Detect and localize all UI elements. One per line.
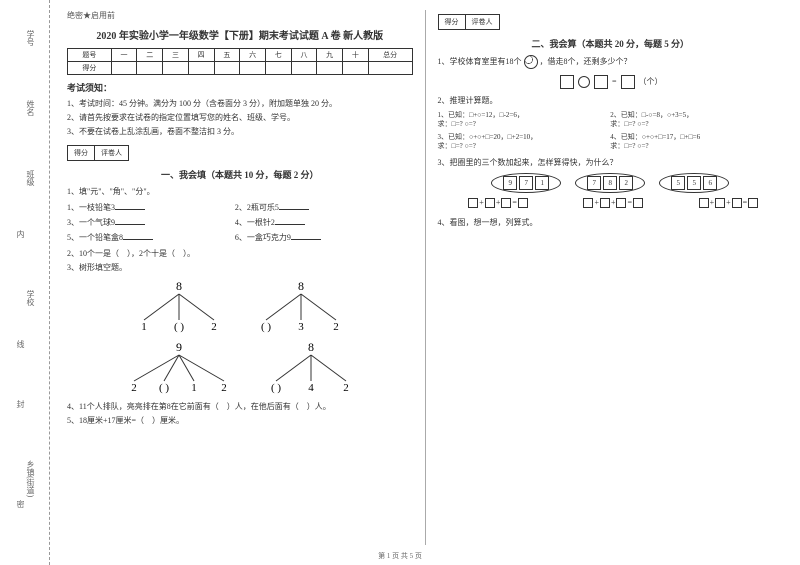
- svg-text:1: 1: [191, 382, 197, 394]
- s2-q2: 2、推理计算题。: [438, 95, 784, 106]
- s2-q1: 1、学校体育室里有18个 ，借走8个，还剩多少个？: [438, 55, 784, 69]
- section1-title: 一、我会填（本题共 10 分，每题 2 分）: [67, 168, 413, 181]
- svg-text:8: 8: [298, 279, 304, 293]
- score-mini-box: 得分 评卷人: [438, 14, 500, 30]
- q1-item: 2、2瓶可乐5: [235, 202, 401, 213]
- calc-item: 3、已知：○+○+□=20，□+2=10， 求：□=? ○=?: [438, 133, 611, 151]
- binding-label: 学号: [25, 30, 36, 46]
- eq-rows: ++= ++= ++=: [438, 195, 784, 214]
- calc-grid: 1、已知：□+○=12，□-2=6， 求：□=? ○=? 2、已知：□-○=8，…: [438, 109, 784, 153]
- tree-diagrams: 8 1 ( ) 2 8 ( ) 3 2 9: [67, 276, 413, 398]
- svg-text:2: 2: [221, 382, 227, 394]
- notice-item: 2、请首先按要求在试卷的指定位置填写您的姓名、班级、学号。: [67, 112, 413, 123]
- q1-item: 3、一个气球9: [67, 217, 233, 228]
- svg-text:4: 4: [308, 382, 314, 394]
- question-1: 1、填"元"、"角"、"分"。: [67, 186, 413, 197]
- q1-item: 1、一枝铅笔3: [67, 202, 233, 213]
- svg-text:2: 2: [211, 321, 217, 333]
- notice-item: 3、不要在试卷上乱涂乱画，卷面不整洁扣 3 分。: [67, 126, 413, 137]
- question-5: 5、18厘米+17厘米=（ ）厘米。: [67, 415, 413, 426]
- question-3: 3、树形填空题。: [67, 262, 413, 273]
- q1-item: 4、一根针2: [235, 217, 401, 228]
- q1-item: 6、一盒巧克力9: [235, 232, 401, 243]
- tree-1: 8 1 ( ) 2: [129, 278, 229, 333]
- svg-text:( ): ( ): [159, 382, 169, 394]
- binding-label: 乡镇(街道): [25, 460, 36, 497]
- tree-4: 8 ( ) 4 2: [261, 339, 361, 394]
- score-label: 得分: [439, 15, 466, 29]
- svg-text:8: 8: [308, 340, 314, 354]
- svg-text:2: 2: [343, 382, 349, 394]
- exam-title: 2020 年实验小学一年级数学【下册】期末考试试题 A 卷 新人教版: [67, 27, 413, 42]
- score-mini-box: 得分 评卷人: [67, 145, 129, 161]
- svg-text:2: 2: [131, 382, 137, 394]
- svg-text:8: 8: [176, 279, 182, 293]
- score-table: 题号一二三四五六七八九十总分 得分: [67, 48, 413, 75]
- left-column: 绝密★启用前 2020 年实验小学一年级数学【下册】期末考试试题 A 卷 新人教…: [55, 10, 426, 545]
- oval-2: 782: [575, 173, 645, 193]
- binding-margin: 学号 姓名 班级 内 学校 线 封 乡镇(街道) 密: [0, 0, 50, 565]
- binding-label: 内: [15, 230, 26, 238]
- question-2: 2、10个一是（ ），2个十是（ ）。: [67, 248, 413, 259]
- svg-text:( ): ( ): [261, 321, 271, 333]
- svg-text:2: 2: [333, 321, 339, 333]
- calc-item: 2、已知：□-○=8，○+3=5， 求：□=? ○=?: [610, 111, 783, 129]
- reviewer-label: 评卷人: [95, 146, 128, 160]
- calc-item: 1、已知：□+○=12，□-2=6， 求：□=? ○=?: [438, 111, 611, 129]
- question-4: 4、11个人排队，亮亮排在第8在它前面有（ ）人，在他后面有（ ）人。: [67, 401, 413, 412]
- svg-text:3: 3: [298, 321, 304, 333]
- tree-2: 8 ( ) 3 2: [251, 278, 351, 333]
- reviewer-label: 评卷人: [466, 15, 499, 29]
- page-footer: 第 1 页 共 5 页: [0, 551, 800, 561]
- ball-icon: [524, 55, 538, 69]
- svg-text:1: 1: [141, 321, 147, 333]
- svg-text:( ): ( ): [271, 382, 281, 394]
- score-label: 得分: [68, 146, 95, 160]
- s2-q3: 3、把圈里的三个数加起来，怎样算得快，为什么？: [438, 157, 784, 168]
- equation-boxes: = （个）: [438, 75, 784, 89]
- binding-label: 学校: [25, 290, 36, 306]
- ovals-row: 971 782 556: [438, 171, 784, 195]
- binding-label: 姓名: [25, 100, 36, 116]
- oval-3: 556: [659, 173, 729, 193]
- main-content: 绝密★启用前 2020 年实验小学一年级数学【下册】期末考试试题 A 卷 新人教…: [50, 0, 800, 565]
- calc-item: 4、已知：○+○+□=17，□+□=6 求：□=? ○=?: [610, 133, 783, 151]
- tree-3: 9 2 ( ) 1 2: [119, 339, 239, 394]
- binding-label: 封: [15, 400, 26, 408]
- binding-label: 线: [15, 340, 26, 348]
- svg-text:9: 9: [176, 340, 182, 354]
- svg-text:( ): ( ): [174, 321, 184, 333]
- notice-title: 考试须知：: [67, 81, 413, 94]
- confidential-label: 绝密★启用前: [67, 10, 413, 21]
- section2-title: 二、我会算（本题共 20 分，每题 5 分）: [438, 37, 784, 50]
- binding-label: 密: [15, 500, 26, 508]
- notice-item: 1、考试时间：45 分钟。满分为 100 分（含卷面分 3 分），附加题单独 2…: [67, 98, 413, 109]
- s2-q4: 4、看图，想一想，列算式。: [438, 217, 784, 228]
- q1-items: 1、一枝铅笔3 2、2瓶可乐5 3、一个气球9 4、一根针2 5、一个铅笔盒8 …: [67, 200, 413, 245]
- oval-1: 971: [491, 173, 561, 193]
- binding-label: 班级: [25, 170, 36, 186]
- right-column: 得分 评卷人 二、我会算（本题共 20 分，每题 5 分） 1、学校体育室里有1…: [426, 10, 796, 545]
- q1-item: 5、一个铅笔盒8: [67, 232, 233, 243]
